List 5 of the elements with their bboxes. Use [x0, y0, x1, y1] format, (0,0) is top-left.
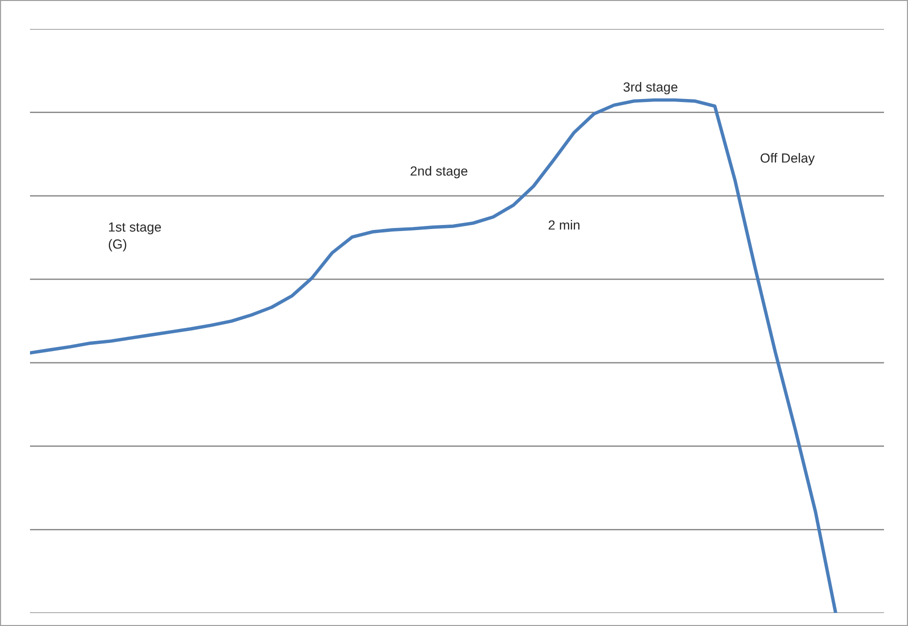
- annotation: 2 min: [548, 220, 580, 230]
- annotation: 1st stage (G): [108, 222, 161, 252]
- annotation: 2nd stage: [410, 166, 468, 178]
- annotation: Off Delay: [760, 153, 815, 166]
- text: 3rd stage: [624, 82, 678, 94]
